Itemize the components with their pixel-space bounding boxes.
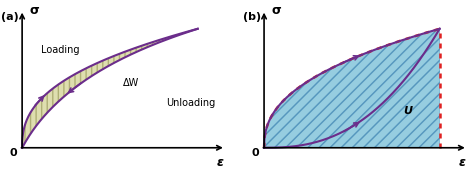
Text: 0: 0 xyxy=(252,148,259,158)
Text: ε: ε xyxy=(459,156,466,169)
Text: (b): (b) xyxy=(243,12,261,22)
Text: 0: 0 xyxy=(9,148,17,158)
Text: ΔW: ΔW xyxy=(123,78,139,88)
Text: (a): (a) xyxy=(1,12,19,22)
Text: Loading: Loading xyxy=(42,45,80,55)
Text: ε: ε xyxy=(217,156,224,169)
Text: U: U xyxy=(403,106,412,116)
Text: σ: σ xyxy=(271,4,281,17)
Text: Unloading: Unloading xyxy=(166,98,215,108)
Text: σ: σ xyxy=(29,4,39,17)
